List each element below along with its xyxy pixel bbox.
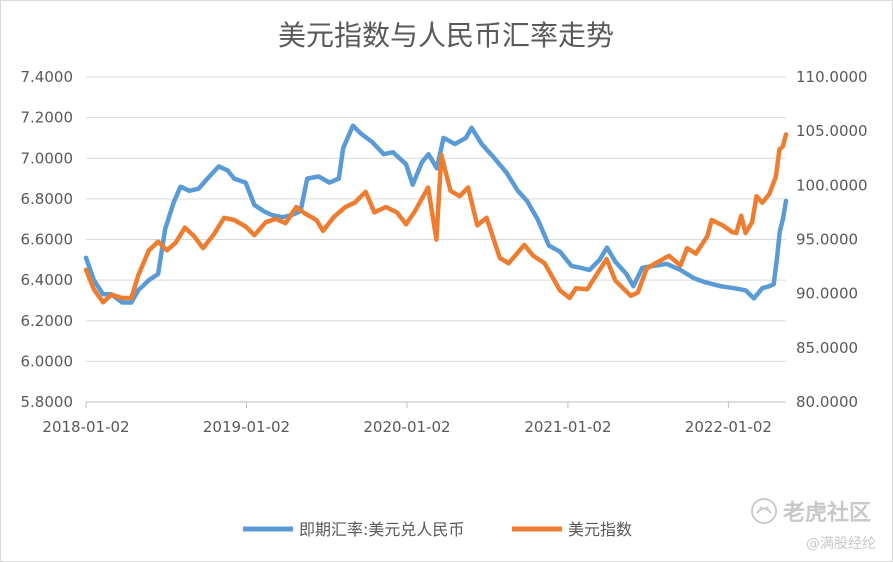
y-left-tick-label: 7.2000	[21, 109, 74, 127]
watermark-handle: @满股经纶	[806, 536, 876, 552]
chart-title: 美元指数与人民币汇率走势	[278, 19, 614, 52]
x-tick-label: 2022-01-02	[685, 418, 772, 436]
y-left-tick-label: 6.8000	[21, 190, 74, 208]
series-line-dxy	[83, 132, 789, 305]
watermark-brand: 老虎社区	[782, 500, 871, 526]
legend: 即期汇率:美元兑人民币 美元指数	[243, 520, 632, 539]
y-left-tick-label: 7.0000	[21, 149, 74, 167]
x-tick-label: 2020-01-02	[363, 418, 450, 436]
y-right-tick-label: 95.0000	[796, 231, 858, 249]
y-left-tick-label: 6.6000	[21, 231, 74, 249]
x-tick-label: 2021-01-02	[524, 418, 611, 436]
y-right-tick-label: 100.0000	[796, 176, 868, 194]
tiger-logo-icon	[751, 498, 777, 524]
y-right-tick-label: 110.0000	[796, 68, 868, 86]
gridlines	[86, 76, 786, 362]
x-tick-label: 2018-01-02	[42, 418, 129, 436]
y-left-tick-label: 5.8000	[21, 393, 74, 411]
y-right-tick-label: 105.0000	[796, 122, 868, 140]
legend-label-usdcny: 即期汇率:美元兑人民币	[299, 520, 464, 539]
left-y-axis: 5.8000 6.0000 6.2000 6.4000 6.6000 6.8000 7.00…	[21, 68, 74, 411]
y-left-tick-label: 6.2000	[21, 312, 74, 330]
right-y-axis: 80.0000 85.0000 90.0000 95.0000 100.0000 105.…	[796, 68, 868, 411]
y-right-tick-label: 90.0000	[796, 285, 858, 303]
series-line-usdcny	[83, 123, 789, 305]
y-left-tick-label: 7.4000	[21, 68, 74, 86]
y-left-tick-label: 6.0000	[21, 352, 74, 370]
legend-label-dxy: 美元指数	[568, 520, 632, 539]
watermark: 老虎社区 @满股经纶	[751, 498, 876, 552]
y-left-tick-label: 6.4000	[21, 271, 74, 289]
series-layer	[83, 123, 789, 305]
x-tick-label: 2019-01-02	[203, 418, 290, 436]
y-right-tick-label: 80.0000	[796, 393, 858, 411]
y-right-tick-label: 85.0000	[796, 339, 858, 357]
x-axis: 2018-01-02 2019-01-02 2020-01-02 2021-01-02…	[42, 401, 786, 436]
